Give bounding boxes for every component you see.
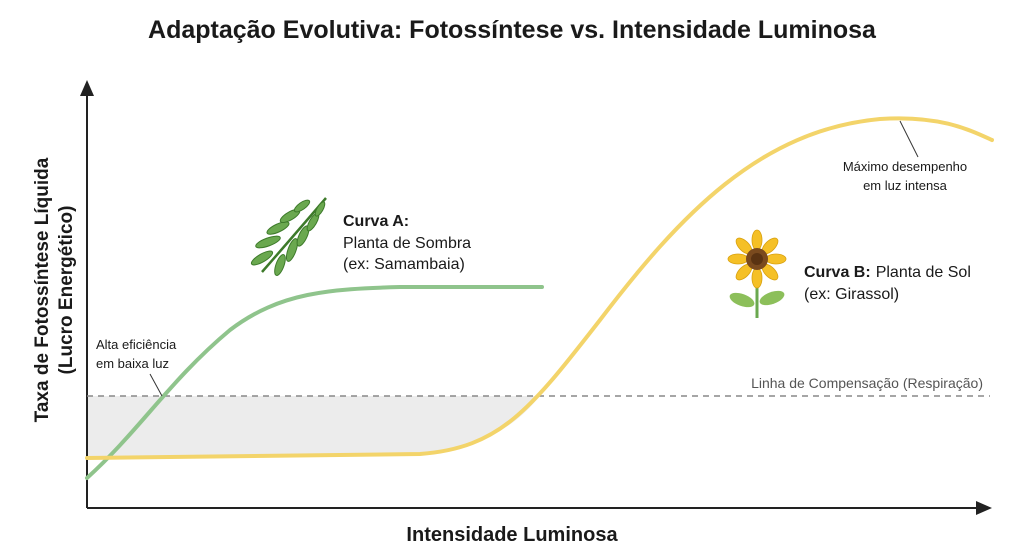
x-arrow xyxy=(976,501,992,515)
curve-b-heading: Curva B: Planta de Sol xyxy=(804,264,971,281)
sunflower-icon xyxy=(727,229,787,318)
deficit-area xyxy=(87,396,540,458)
fern-icon xyxy=(250,197,327,276)
x-label: Intensidade Luminosa xyxy=(406,524,618,546)
leader-line xyxy=(149,373,163,397)
curve-a-desc: Planta de Sombra xyxy=(343,235,471,252)
annotation: Alta eficiência xyxy=(96,337,177,352)
curve-a xyxy=(85,285,544,480)
y-label: (Lucro Energético) xyxy=(56,206,77,375)
y-arrow xyxy=(80,80,94,96)
curve-b-example: (ex: Girassol) xyxy=(804,286,899,303)
annotation: em luz intensa xyxy=(863,178,948,193)
curve-b xyxy=(85,116,994,460)
y-label: Taxa de Fotossíntese Líquida xyxy=(32,157,53,422)
curve-a-name: Curva A: xyxy=(343,213,409,230)
title: Adaptação Evolutiva: Fotossíntese vs. In… xyxy=(148,16,877,44)
compensation-label: Linha de Compensação (Respiração) xyxy=(751,375,983,391)
annotation: em baixa luz xyxy=(96,356,169,371)
leader-line xyxy=(899,120,919,158)
annotation: Máximo desempenho xyxy=(843,159,967,174)
curve-a-example: (ex: Samambaia) xyxy=(343,256,465,273)
curve-b-name: Curva B: xyxy=(804,264,871,281)
curve-b-desc: Planta de Sol xyxy=(876,264,971,281)
